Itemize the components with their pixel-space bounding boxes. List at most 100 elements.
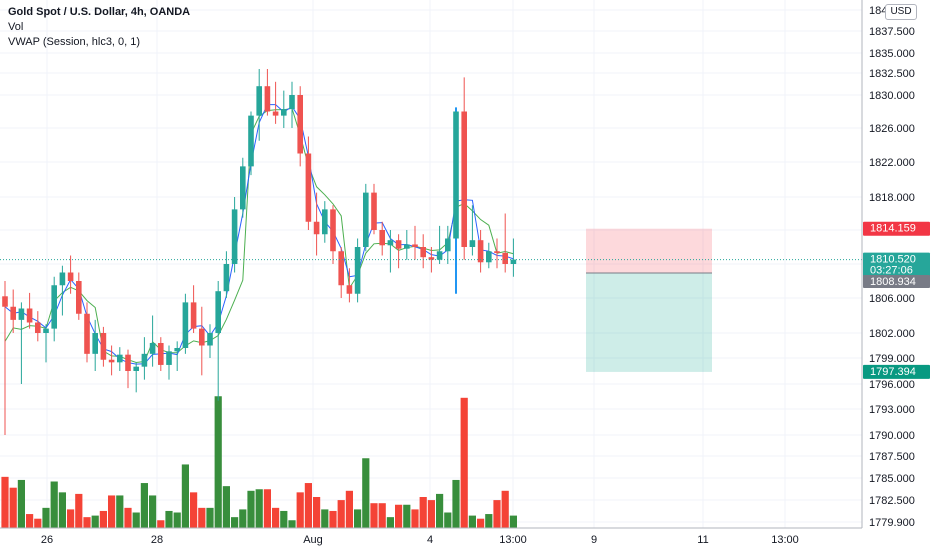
time-tick-label: 4 xyxy=(427,534,433,546)
volume-bar xyxy=(411,509,419,528)
time-tick-label: Aug xyxy=(303,534,323,546)
price-tick-label: 1793.000 xyxy=(869,404,915,416)
volume-bar xyxy=(370,503,378,528)
candle-body xyxy=(297,95,303,154)
vwap-legend[interactable]: VWAP (Session, hlc3, 0, 1) xyxy=(8,36,141,48)
volume-bar xyxy=(247,490,255,528)
price-tick-label: 1837.500 xyxy=(869,26,915,38)
price-tick-label: 1835.000 xyxy=(869,48,915,60)
candle-body xyxy=(469,240,476,247)
volume-bar xyxy=(419,497,427,528)
candle-body xyxy=(174,348,180,352)
volume-bar xyxy=(214,396,222,528)
volume-bar xyxy=(296,492,304,528)
candle-body xyxy=(395,240,402,249)
volume-bar xyxy=(263,489,271,528)
time-tick-label: 26 xyxy=(41,534,53,546)
volume-bar xyxy=(9,487,17,528)
volume-bar xyxy=(378,503,386,528)
candle-body xyxy=(248,115,254,167)
price-tick-label: 1826.000 xyxy=(869,123,915,135)
candle-body xyxy=(371,192,377,230)
volume-bar xyxy=(91,515,99,528)
volume-bar xyxy=(304,483,312,528)
candle-body xyxy=(125,354,131,371)
symbol-title[interactable]: Gold Spot / U.S. Dollar, 4h, OANDA xyxy=(8,6,191,18)
volume-bar xyxy=(67,509,75,528)
chart-legend: Gold Spot / U.S. Dollar, 4h, OANDA Vol V… xyxy=(8,5,190,50)
candle-body xyxy=(453,111,459,239)
candle-body xyxy=(510,259,517,264)
volume-bar xyxy=(198,507,206,528)
candle-body xyxy=(354,247,361,294)
volume-bar xyxy=(99,510,107,528)
volume-bar xyxy=(272,507,280,528)
volume-bar xyxy=(1,476,9,528)
vwap-series xyxy=(4,104,514,365)
volume-bar xyxy=(427,500,435,528)
volume-bar xyxy=(337,500,345,528)
volume-bar xyxy=(329,510,337,528)
candle-body xyxy=(2,296,8,307)
candle-body xyxy=(494,251,500,253)
candle-body xyxy=(502,252,508,264)
candle-body xyxy=(486,251,492,263)
price-tick-label: 1785.000 xyxy=(869,473,915,485)
candle-body xyxy=(76,281,82,314)
entry-price-label-bg xyxy=(863,275,930,289)
candle-body xyxy=(281,109,287,116)
volume-bar xyxy=(149,495,157,528)
volume-bar xyxy=(157,520,165,528)
candle-body xyxy=(346,285,353,294)
time-tick-label: 11 xyxy=(697,534,708,546)
candle-body xyxy=(35,322,41,333)
volume-bar xyxy=(509,515,517,528)
volume-bar xyxy=(477,518,485,528)
price-tick-label: 1779.900 xyxy=(869,517,915,529)
price-tick-label: 1806.000 xyxy=(869,293,915,305)
candle-body xyxy=(141,353,148,367)
candle-body xyxy=(182,302,189,348)
candle-body xyxy=(223,264,230,292)
candle-body xyxy=(26,308,33,323)
candle-body xyxy=(215,291,221,333)
volume-bar xyxy=(34,518,42,528)
stop-loss-zone xyxy=(586,228,712,274)
volume-bar xyxy=(501,490,509,528)
candle-body xyxy=(428,257,435,260)
volume-bar xyxy=(132,512,140,528)
vwap-line xyxy=(4,107,514,364)
volume-bar xyxy=(444,512,452,528)
candle-body xyxy=(84,313,90,354)
volume-bar xyxy=(386,517,394,528)
time-tick-label: 28 xyxy=(151,534,163,546)
candle-body xyxy=(166,351,172,365)
volume-legend[interactable]: Vol xyxy=(8,21,24,33)
volume-bar xyxy=(255,489,263,528)
candle-body xyxy=(43,328,49,333)
volume-bar xyxy=(165,510,173,528)
stop-price-label-text: 1814.159 xyxy=(870,223,916,235)
time-tick-label: 9 xyxy=(591,534,597,546)
currency-badge[interactable]: USD xyxy=(885,4,917,20)
price-tick-label: 1799.000 xyxy=(869,353,915,365)
volume-bar xyxy=(42,507,50,528)
candle-body xyxy=(51,285,57,329)
volume-bar xyxy=(108,495,116,528)
volume-bar xyxy=(288,520,296,528)
current-price-label-text: 1810.520 xyxy=(870,254,916,266)
candle-series xyxy=(2,69,517,435)
candle-body xyxy=(412,244,418,247)
candle-body xyxy=(330,209,336,252)
volume-bar xyxy=(26,514,34,528)
candle-body xyxy=(313,221,320,235)
candle-body xyxy=(158,343,164,365)
time-tick-label: 13:00 xyxy=(499,534,527,546)
volume-bar xyxy=(395,504,403,528)
volume-bar xyxy=(345,490,353,528)
candle-body xyxy=(477,240,484,263)
volume-bar xyxy=(17,479,25,528)
time-tick-label: 13:00 xyxy=(771,534,799,546)
candle-body xyxy=(338,251,344,286)
